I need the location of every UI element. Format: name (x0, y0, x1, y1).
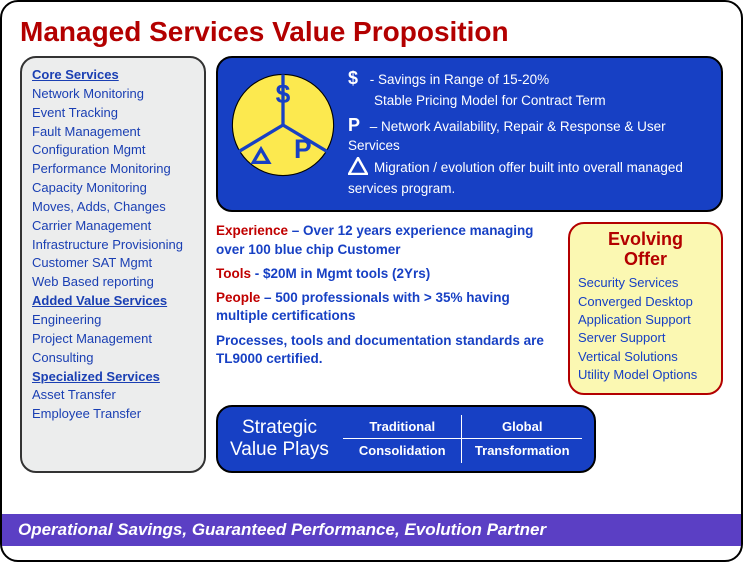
list-item: Utility Model Options (578, 366, 713, 384)
grid-cell: Global (462, 415, 582, 439)
list-item: Network Monitoring (32, 85, 194, 104)
list-item: Security Services (578, 274, 713, 292)
people-label: People (216, 290, 260, 305)
facts-row: Experience – Over 12 years experience ma… (216, 222, 723, 394)
legend-line: – Network Availability, Repair & Respons… (348, 119, 666, 153)
legend-line: Migration / evolution offer built into o… (348, 160, 683, 196)
tools-label: Tools (216, 266, 251, 281)
list-item: Infrastructure Provisioning (32, 236, 194, 255)
dollar-symbol: $ (348, 66, 366, 90)
list-item: Asset Transfer (32, 386, 194, 405)
list-item: Customer SAT Mgmt (32, 254, 194, 273)
pie-label-right: P (294, 134, 312, 164)
pie-chart: $ P (228, 70, 338, 180)
grid-cell: Traditional (343, 415, 463, 439)
list-item: Employee Transfer (32, 405, 194, 424)
list-item: Web Based reporting (32, 273, 194, 292)
strategic-label: Strategic Value Plays (230, 417, 329, 461)
added-value-header: Added Value Services (32, 292, 194, 311)
facts-block: Experience – Over 12 years experience ma… (216, 222, 558, 394)
legend-line: - Savings in Range of 15-20% (366, 72, 549, 87)
pie-label-top: $ (276, 79, 291, 109)
list-item: Capacity Monitoring (32, 179, 194, 198)
legend-text: $ - Savings in Range of 15-20% Stable Pr… (348, 66, 711, 200)
triangle-icon (348, 157, 368, 180)
legend-line: Stable Pricing Model for Contract Term (348, 92, 711, 110)
list-item: Fault Management (32, 123, 194, 142)
page-title: Managed Services Value Proposition (20, 16, 723, 48)
list-item: Converged Desktop (578, 293, 713, 311)
list-item: Configuration Mgmt (32, 141, 194, 160)
strategic-value-box: Strategic Value Plays Traditional Global… (216, 405, 596, 473)
list-item: Server Support (578, 329, 713, 347)
services-panel: Core Services Network Monitoring Event T… (20, 56, 206, 473)
processes-text: Processes, tools and documentation stand… (216, 332, 558, 368)
list-item: Consulting (32, 349, 194, 368)
tools-text: - $20M in Mgmt tools (2Yrs) (251, 266, 430, 281)
grid-cell: Transformation (462, 439, 582, 463)
strategic-grid: Traditional Global Consolidation Transfo… (343, 415, 582, 463)
list-item: Engineering (32, 311, 194, 330)
core-services-header: Core Services (32, 66, 194, 85)
p-symbol: P (348, 113, 366, 137)
list-item: Moves, Adds, Changes (32, 198, 194, 217)
experience-label: Experience (216, 223, 288, 238)
center-column: $ P $ - Savings in Range of 15-20% Stabl… (216, 56, 723, 473)
bottom-banner: Operational Savings, Guaranteed Performa… (2, 514, 741, 546)
list-item: Event Tracking (32, 104, 194, 123)
slide: Managed Services Value Proposition Core … (0, 0, 743, 562)
specialized-header: Specialized Services (32, 368, 194, 387)
list-item: Application Support (578, 311, 713, 329)
evolving-title: Evolving Offer (578, 230, 713, 270)
value-legend-box: $ P $ - Savings in Range of 15-20% Stabl… (216, 56, 723, 212)
content-columns: Core Services Network Monitoring Event T… (20, 56, 723, 473)
list-item: Performance Monitoring (32, 160, 194, 179)
evolving-offer-panel: Evolving Offer Security Services Converg… (568, 222, 723, 394)
people-text: – 500 professionals with > 35% having mu… (216, 290, 510, 323)
list-item: Project Management (32, 330, 194, 349)
list-item: Carrier Management (32, 217, 194, 236)
grid-cell: Consolidation (343, 439, 463, 463)
list-item: Vertical Solutions (578, 348, 713, 366)
